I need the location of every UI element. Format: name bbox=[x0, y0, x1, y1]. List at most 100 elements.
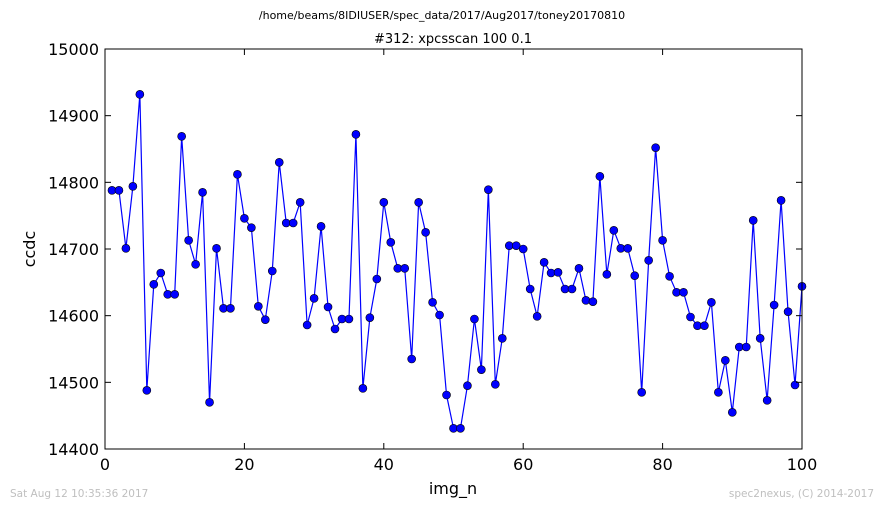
y-axis-label: ccdc bbox=[20, 231, 39, 268]
y-tick-label: 14900 bbox=[48, 107, 99, 126]
data-point bbox=[790, 380, 800, 390]
data-point bbox=[776, 196, 786, 205]
y-tick-label: 15000 bbox=[48, 40, 99, 59]
data-point bbox=[609, 226, 619, 235]
data-point bbox=[679, 288, 688, 297]
data-point bbox=[288, 218, 298, 228]
data-point bbox=[595, 172, 605, 181]
data-point bbox=[574, 264, 584, 273]
data-point bbox=[254, 302, 263, 311]
data-point bbox=[637, 388, 646, 397]
x-tick-label: 40 bbox=[374, 455, 394, 474]
x-tick-label: 20 bbox=[234, 455, 254, 474]
data-point bbox=[233, 170, 242, 179]
chart-title: #312: xpcsscan 100 0.1 bbox=[374, 32, 532, 47]
y-tick-label: 14400 bbox=[48, 440, 99, 459]
data-point bbox=[644, 256, 653, 265]
data-point bbox=[149, 280, 159, 289]
data-point bbox=[511, 241, 521, 250]
data-point bbox=[114, 186, 124, 195]
data-point bbox=[184, 236, 193, 245]
data-point bbox=[623, 244, 633, 253]
data-point bbox=[741, 342, 751, 352]
data-point bbox=[247, 223, 256, 232]
data-point bbox=[748, 216, 758, 225]
footer-credit: spec2nexus, (C) 2014-2017 bbox=[728, 488, 874, 500]
data-point bbox=[274, 158, 284, 167]
data-point bbox=[665, 272, 674, 281]
data-point bbox=[442, 390, 451, 400]
data-point bbox=[407, 354, 416, 364]
data-point bbox=[470, 314, 479, 324]
data-point bbox=[128, 182, 138, 191]
data-point bbox=[553, 268, 563, 277]
data-point bbox=[295, 198, 305, 207]
data-point bbox=[267, 266, 277, 276]
data-point bbox=[707, 298, 716, 307]
data-point bbox=[135, 90, 145, 99]
data-point bbox=[532, 312, 542, 321]
data-point bbox=[156, 268, 166, 278]
data-point bbox=[205, 398, 214, 407]
plot-area bbox=[107, 90, 807, 433]
data-point bbox=[191, 260, 200, 269]
data-point bbox=[477, 365, 486, 374]
data-point bbox=[351, 130, 361, 139]
data-point bbox=[581, 296, 591, 305]
data-point bbox=[769, 300, 779, 310]
data-point bbox=[379, 198, 389, 207]
data-point bbox=[630, 271, 640, 280]
data-point bbox=[170, 290, 179, 299]
y-tick-label: 14600 bbox=[48, 307, 99, 326]
data-point bbox=[400, 264, 410, 273]
data-point bbox=[212, 244, 221, 253]
x-axis-label: img_n bbox=[429, 479, 477, 499]
data-point bbox=[309, 294, 319, 303]
data-point bbox=[602, 270, 612, 279]
data-point bbox=[316, 222, 326, 231]
data-point bbox=[491, 380, 500, 389]
data-point bbox=[323, 302, 333, 312]
series-line bbox=[111, 94, 803, 429]
data-point bbox=[700, 321, 709, 330]
x-tick-label: 60 bbox=[513, 455, 533, 474]
data-point bbox=[330, 324, 340, 334]
data-point bbox=[755, 334, 765, 343]
data-point bbox=[421, 228, 430, 237]
axis-ticks: 0 20 40 60 80 100 14400 14500 14600 14700 14800 149… bbox=[48, 40, 817, 474]
x-tick-label: 80 bbox=[652, 455, 672, 474]
data-point bbox=[142, 386, 152, 395]
data-point bbox=[198, 188, 207, 197]
y-tick-label: 14700 bbox=[48, 240, 99, 259]
data-point bbox=[302, 320, 312, 330]
data-point bbox=[686, 312, 695, 322]
data-point bbox=[762, 396, 772, 405]
data-point bbox=[240, 214, 249, 223]
data-point bbox=[658, 236, 667, 245]
data-point bbox=[539, 258, 549, 267]
data-point bbox=[518, 244, 528, 254]
data-point bbox=[497, 334, 507, 343]
figure-suptitle: /home/beams/8IDIUSER/spec_data/2017/Aug2… bbox=[258, 9, 626, 22]
data-point bbox=[588, 297, 598, 306]
data-point bbox=[567, 284, 577, 294]
data-point bbox=[428, 298, 437, 307]
data-point bbox=[714, 388, 723, 397]
data-point bbox=[727, 408, 737, 417]
x-tick-label: 0 bbox=[100, 455, 110, 474]
data-point bbox=[783, 307, 793, 316]
y-tick-label: 14500 bbox=[48, 373, 99, 392]
data-point bbox=[226, 304, 235, 313]
data-point bbox=[435, 310, 444, 320]
data-point bbox=[525, 284, 535, 294]
data-point bbox=[721, 356, 730, 365]
data-point bbox=[261, 315, 270, 324]
data-point bbox=[386, 238, 396, 247]
data-point bbox=[414, 198, 423, 207]
data-point bbox=[463, 381, 472, 390]
data-point bbox=[358, 384, 368, 393]
y-tick-label: 14800 bbox=[48, 173, 99, 192]
data-point bbox=[484, 185, 493, 194]
footer-timestamp: Sat Aug 12 10:35:36 2017 bbox=[10, 488, 149, 500]
